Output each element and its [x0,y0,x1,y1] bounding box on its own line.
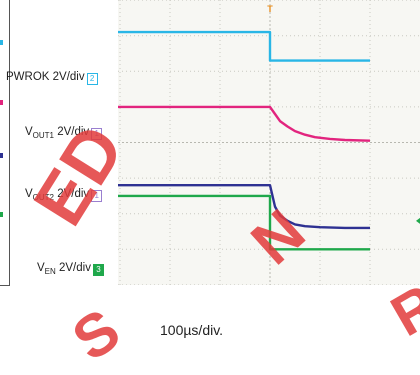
edge-marker [0,40,3,45]
series-vout2-2v-div [118,185,370,228]
x-axis-label: 100µs/div. [0,322,420,338]
label-ven-post: 2V/div [56,262,91,274]
label-vout1-pre: V [25,126,33,138]
series-pwrok-2v-div [118,32,370,61]
channel-badge: 3 [93,264,104,276]
label-ven-sub: EN [45,267,56,276]
channel-level-marker [416,218,420,224]
edge-marker [0,153,3,158]
label-pwrok-text: PWROK 2V/div [6,71,85,83]
channel-badge: 2 [87,73,98,85]
edge-marker [0,100,3,105]
label-vout1-post: 2V/div [54,126,89,138]
edge-marker [0,212,3,217]
trigger-marker: T [267,4,273,14]
channel-badge: 1 [91,190,102,202]
label-ven-pre: V [37,262,45,274]
label-ven: VEN 2V/div 3 [37,262,104,276]
label-vout1: VOUT1 2V/div 1 [25,126,102,140]
label-vout2-post: 2V/div [54,188,89,200]
scope-chart: T [118,0,420,285]
series-ven-2v-div [118,196,370,249]
label-vout2-pre: V [25,188,33,200]
channel-badge: 1 [91,128,102,140]
scope-panel: T PWROK 2V/div 2 VOUT1 2V/div 1 VOUT2 2V/d… [0,0,420,290]
plot-area: T [118,0,420,285]
label-vout2: VOUT2 2V/div 1 [25,188,102,202]
label-vout1-sub: OUT1 [33,131,54,140]
series-vout1-2v-div [118,107,370,141]
label-vout2-sub: OUT2 [33,193,54,202]
label-pwrok: PWROK 2V/div 2 [6,71,98,85]
